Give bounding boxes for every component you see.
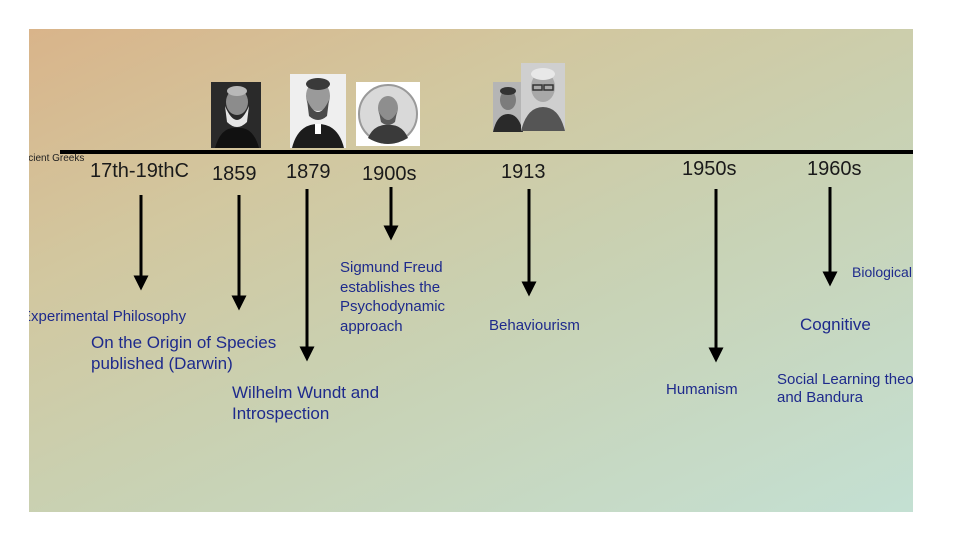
event-wundt-introspection: Wilhelm Wundt and Introspection: [232, 383, 379, 424]
event-freud-line-4: approach: [340, 317, 403, 335]
event-freud-psychodynamic: Sigmund Freud establishes the Psychodyna…: [340, 258, 445, 336]
event-social-line-2: and Bandura: [777, 389, 863, 407]
year-label-1950s: 1950s: [682, 158, 737, 180]
skinner-portrait-photo: [521, 63, 565, 131]
event-origin-of-species: On the Origin of Species published (Darw…: [91, 333, 276, 374]
event-wundt-line-2: Introspection: [232, 403, 330, 423]
event-social-learning: Social Learning theory and Bandura: [777, 371, 913, 408]
freud-portrait-photo: [356, 82, 420, 146]
event-darwin-line-1: On the Origin of Species: [91, 333, 277, 352]
slide: Ancient Greeks 17th-19thC 1859 1879 1900…: [29, 29, 913, 512]
event-humanism: Humanism: [666, 381, 738, 398]
event-behaviourism: Behaviourism: [489, 317, 580, 334]
start-label: Ancient Greeks: [29, 153, 85, 164]
year-label-1879: 1879: [286, 161, 331, 183]
event-freud-line-1: Sigmund Freud: [340, 259, 443, 276]
event-experimental-philosophy: Experimental Philosophy: [29, 308, 187, 325]
year-label-1913: 1913: [501, 161, 546, 183]
year-label-1960s: 1960s: [807, 158, 862, 180]
darwin-portrait-photo: [211, 82, 261, 148]
event-biological: Biological: [852, 264, 912, 280]
year-label-1900s: 1900s: [362, 163, 417, 185]
event-darwin-line-2: published (Darwin): [91, 353, 233, 373]
event-cognitive: Cognitive: [800, 315, 871, 334]
watson-portrait-photo: [493, 82, 523, 132]
year-label-17th-19thc: 17th-19thC: [90, 160, 189, 182]
wundt-portrait-photo: [290, 74, 346, 148]
event-freud-line-2: establishes the: [340, 278, 441, 296]
year-label-1859: 1859: [212, 163, 257, 185]
timeline-graphics: [60, 150, 913, 363]
event-wundt-line-1: Wilhelm Wundt and: [232, 383, 380, 402]
event-social-line-1: Social Learning theory: [777, 371, 913, 388]
event-freud-line-3: Psychodynamic: [340, 298, 446, 315]
